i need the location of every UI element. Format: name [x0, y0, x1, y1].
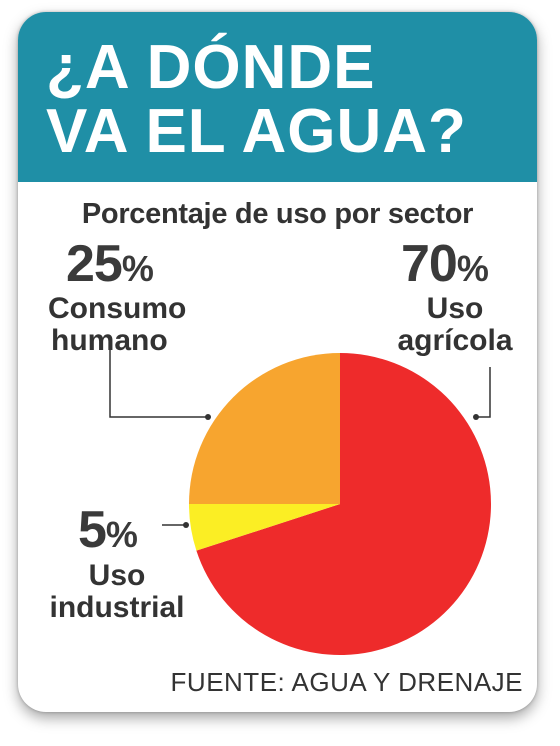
title-line-1: ¿A DÓNDE	[46, 33, 376, 102]
value-label-consumo: 25%	[66, 234, 154, 294]
agricola-line-2: agrícola	[397, 324, 513, 357]
title-line-2: VA EL AGUA?	[46, 97, 467, 166]
agricola-line-1: Uso	[426, 292, 484, 325]
pie-chart	[109, 345, 492, 655]
chart-title: ¿A DÓNDE VA EL AGUA?	[46, 36, 516, 164]
infographic-card: ¿A DÓNDE VA EL AGUA? Porcentaje de uso p…	[18, 12, 537, 712]
value-agricola: 70	[401, 235, 458, 293]
pie-slice-agricola	[196, 353, 492, 655]
category-label-consumo: Consumo humano	[48, 293, 186, 357]
leader-dot-consumo	[205, 414, 211, 420]
industrial-line-1: Uso	[88, 559, 146, 592]
value-consumo: 25	[66, 235, 123, 293]
pie-slice-consumo	[189, 353, 340, 504]
value-label-agricola: 70%	[401, 234, 489, 294]
title-banner: ¿A DÓNDE VA EL AGUA?	[18, 12, 537, 182]
percent-sign-industrial: %	[105, 514, 138, 555]
chart-subtitle: Porcentaje de uso por sector	[81, 198, 474, 230]
category-label-agricola: Uso agrícola	[390, 293, 520, 357]
industrial-line-2: industrial	[49, 591, 185, 624]
leader-line-agricola	[478, 367, 491, 418]
consumo-line-2: humano	[51, 324, 168, 357]
percent-sign-consumo: %	[121, 248, 154, 289]
percent-sign-agricola: %	[456, 248, 489, 289]
value-industrial: 5	[78, 501, 107, 559]
value-label-industrial: 5%	[78, 500, 138, 560]
source-note: FUENTE: AGUA Y DRENAJE	[170, 667, 523, 697]
leader-dot-industrial	[183, 522, 189, 528]
pie-slice-industrial	[189, 504, 340, 551]
category-label-industrial: Uso industrial	[42, 560, 192, 624]
leader-line-consumo	[109, 345, 206, 418]
leader-dot-agricola	[473, 414, 479, 420]
consumo-line-1: Consumo	[48, 292, 187, 325]
